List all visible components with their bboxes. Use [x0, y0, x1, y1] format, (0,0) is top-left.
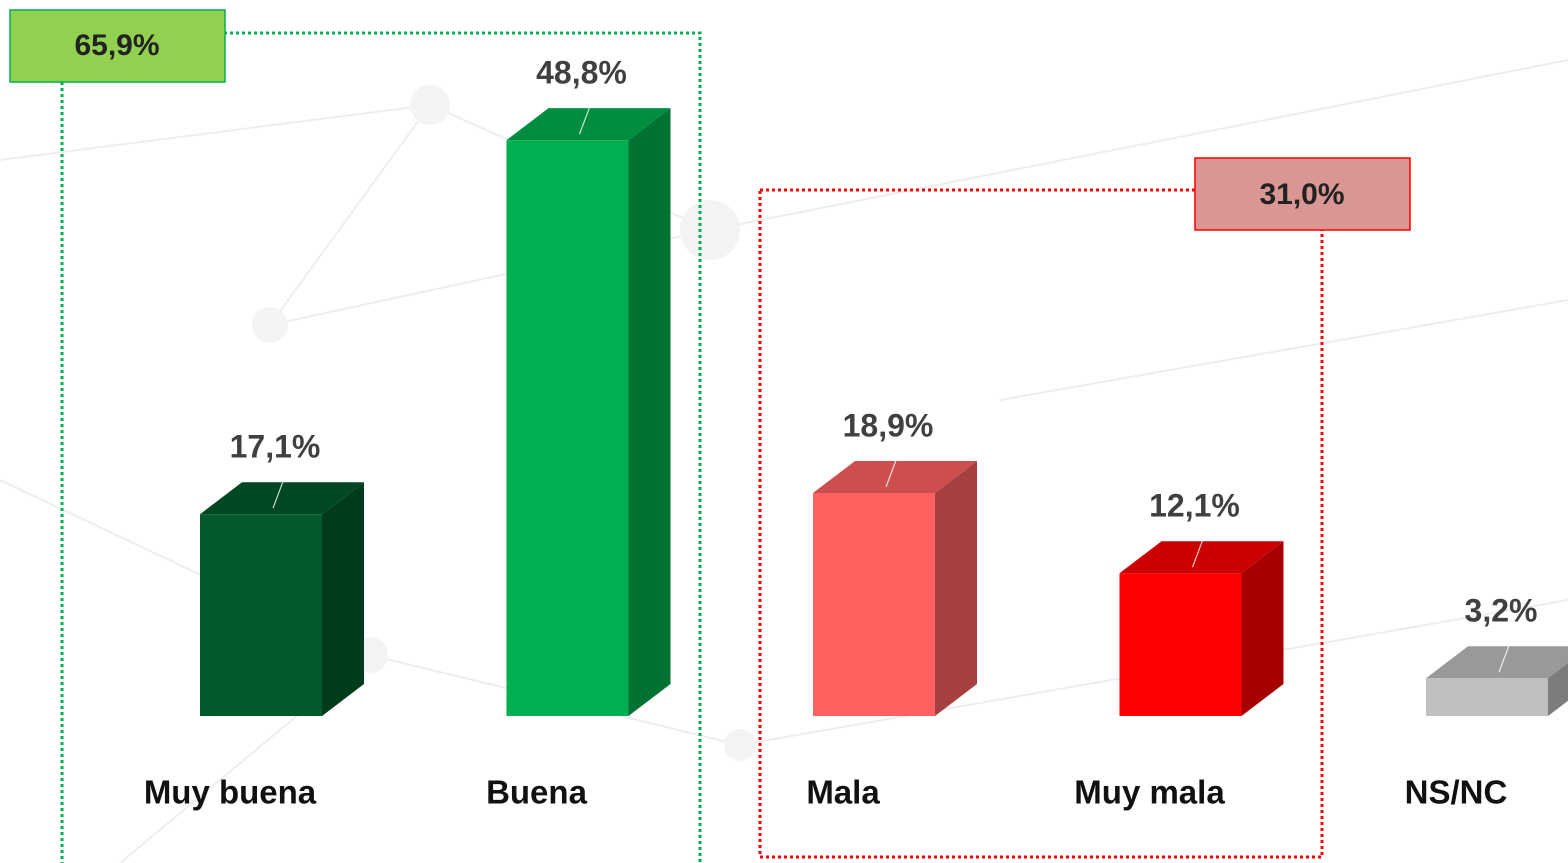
- bar-side: [322, 482, 364, 716]
- bar-top: [506, 108, 671, 141]
- value-label: 18,9%: [843, 407, 934, 443]
- bar-side: [1241, 541, 1284, 716]
- category-label: Mala: [806, 774, 880, 811]
- group-label-box: [9, 9, 226, 83]
- value-label: 12,1%: [1149, 488, 1240, 524]
- leader-line: [1191, 535, 1206, 568]
- bar: [813, 492, 935, 716]
- group-label: 65,9%: [74, 29, 159, 62]
- bar-side: [1548, 663, 1568, 716]
- category-label: NS/NC: [1405, 774, 1508, 811]
- value-label: 48,8%: [536, 55, 627, 91]
- bar-top: [813, 460, 977, 493]
- leader-line: [885, 454, 899, 488]
- category-label: Muy buena: [144, 774, 317, 811]
- category-label: Buena: [486, 774, 588, 811]
- bar: [1119, 573, 1242, 716]
- bar-side: [935, 460, 977, 716]
- leader-line: [1498, 640, 1512, 673]
- category-label: Muy mala: [1074, 774, 1225, 811]
- group-label: 31,0%: [1259, 178, 1344, 211]
- value-label: 17,1%: [230, 429, 321, 465]
- value-label: 3,2%: [1465, 593, 1538, 629]
- bar: [1426, 678, 1548, 716]
- bar: [200, 514, 322, 716]
- bar: [506, 140, 629, 716]
- leader-line: [578, 101, 593, 135]
- bar-top: [200, 482, 364, 515]
- bar-side: [628, 108, 671, 716]
- group-box: [60, 31, 702, 863]
- group-box: [758, 188, 1324, 859]
- group-label-box: [1194, 157, 1411, 231]
- leader-line: [272, 476, 286, 509]
- bar-top: [1119, 541, 1284, 574]
- bar-top: [1426, 646, 1568, 679]
